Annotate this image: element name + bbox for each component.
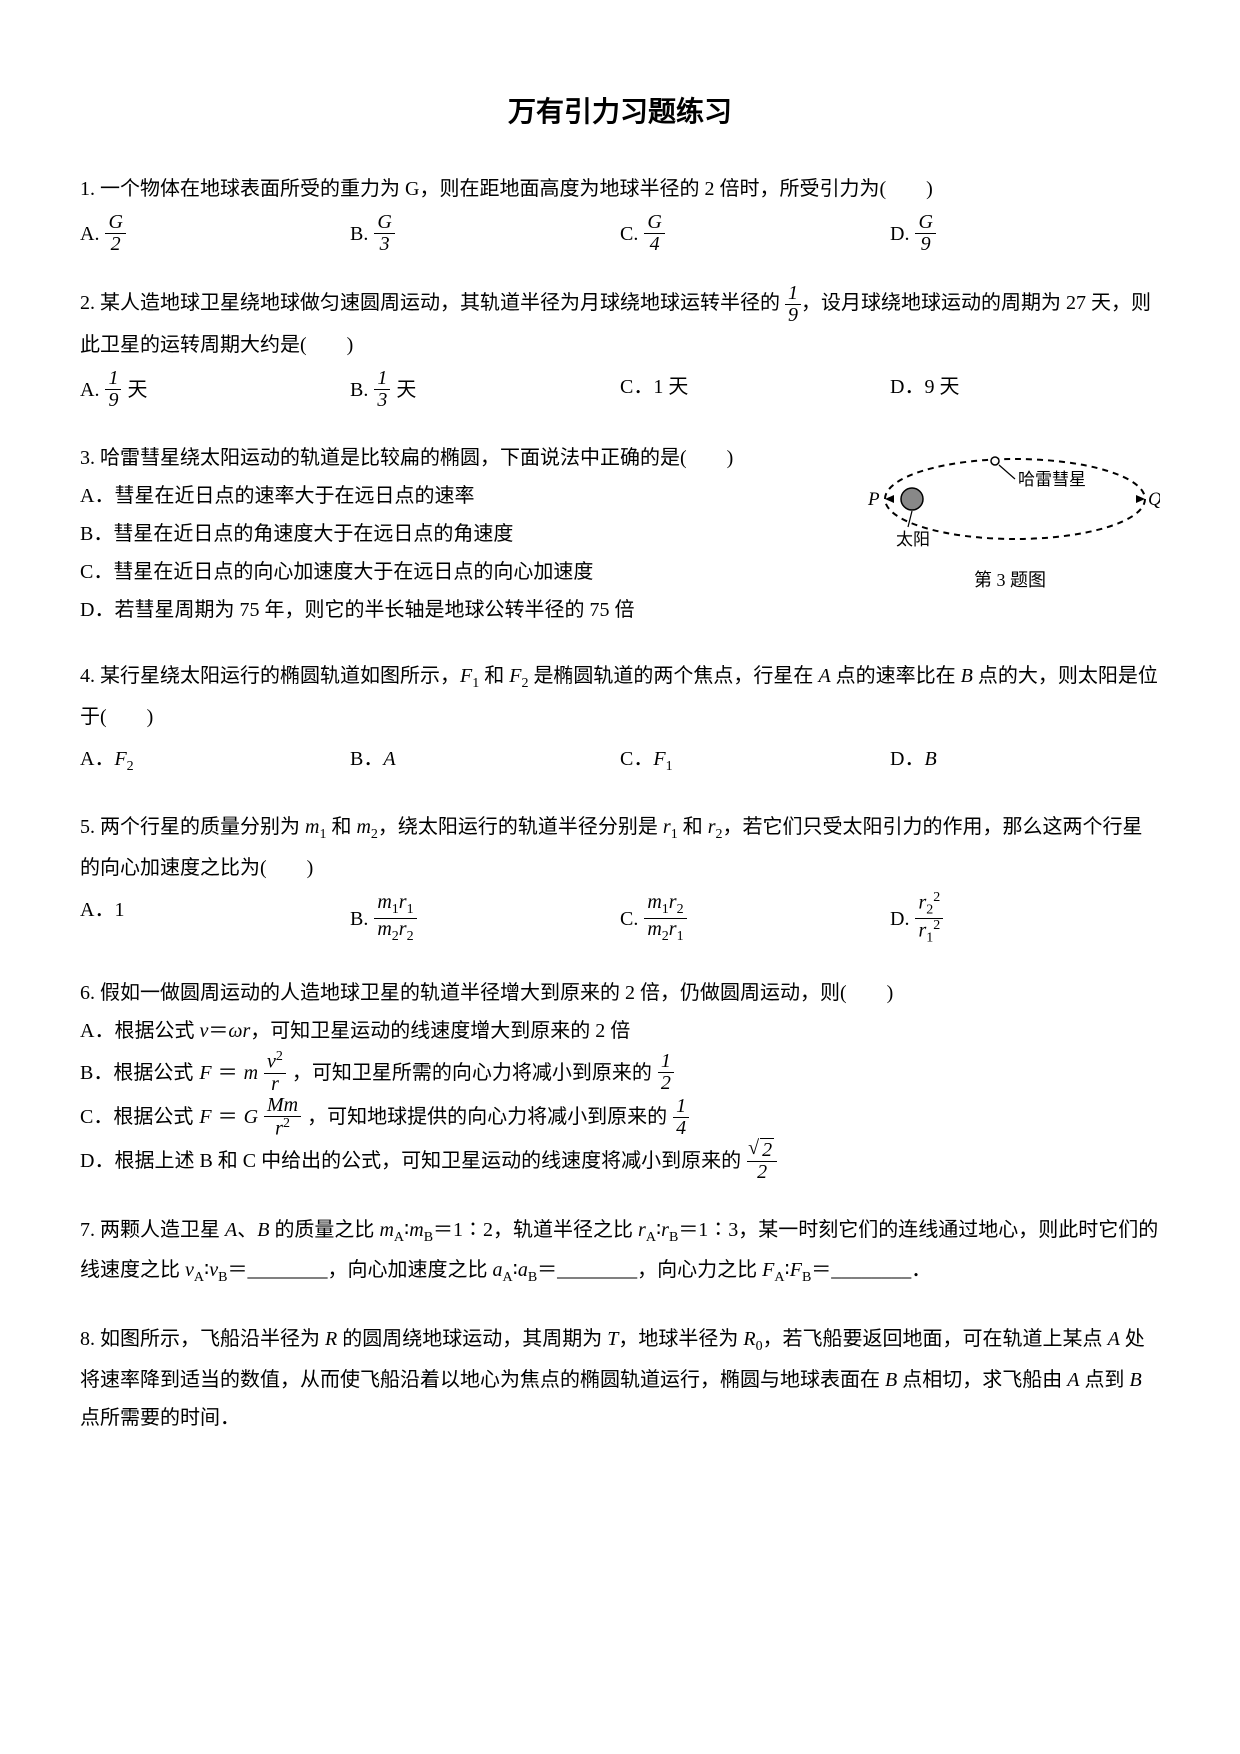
q5-option-c[interactable]: C. m1r2 m2r1 [620, 891, 890, 947]
q4-number: 4. [80, 665, 95, 687]
q1-option-a[interactable]: A.G2 [80, 212, 350, 255]
orbit-svg: 哈雷彗星 太阳 P Q [860, 439, 1160, 559]
question-1: 1. 一个物体在地球表面所受的重力为 G，则在距地面高度为地球半径的 2 倍时，… [80, 170, 1160, 255]
q-label: Q [1148, 489, 1160, 510]
q1-number: 1. [80, 178, 95, 200]
q3-option-b[interactable]: B．彗星在近日点的角速度大于在远日点的角速度 [80, 515, 842, 553]
q7-number: 7. [80, 1219, 95, 1241]
sun-icon [901, 488, 923, 510]
q3-option-d[interactable]: D．若彗星周期为 75 年，则它的半长轴是地球公转半径的 75 倍 [80, 591, 842, 629]
q6-number: 6. [80, 982, 95, 1004]
q5-option-a[interactable]: A．1 [80, 891, 350, 947]
q2-number: 2. [80, 292, 95, 314]
question-4: 4. 某行星绕太阳运行的椭圆轨道如图所示，F1 和 F2 是椭圆轨道的两个焦点，… [80, 657, 1160, 780]
q8-number: 8. [80, 1328, 95, 1350]
q3-option-c[interactable]: C．彗星在近日点的向心加速度大于在远日点的向心加速度 [80, 553, 842, 591]
q6-option-a[interactable]: A．根据公式 v＝ωr，可知卫星运动的线速度增大到原来的 2 倍 [80, 1012, 1160, 1050]
q1-text: 一个物体在地球表面所受的重力为 G，则在距地面高度为地球半径的 2 倍时，所受引… [100, 178, 933, 200]
q4-option-b[interactable]: B．A [350, 740, 620, 781]
q1-option-d[interactable]: D.G9 [890, 212, 1160, 255]
question-8: 8. 如图所示，飞船沿半径为 R 的圆周绕地球运动，其周期为 T，地球半径为 R… [80, 1320, 1160, 1437]
page-title: 万有引力习题练习 [80, 90, 1160, 130]
q5-option-d[interactable]: D. r22 r12 [890, 891, 1160, 947]
q2-option-b[interactable]: B.13 天 [350, 368, 620, 411]
q3-text: 哈雷彗星绕太阳运动的轨道是比较扁的椭圆，下面说法中正确的是( ) [100, 447, 733, 469]
q6-option-c[interactable]: C．根据公式 F＝GMmr2，可知地球提供的向心力将减小到原来的 14 [80, 1095, 1160, 1140]
q3-diagram: 哈雷彗星 太阳 P Q 第 3 题图 [860, 439, 1160, 597]
q4-option-c[interactable]: C．F1 [620, 740, 890, 781]
q2-option-a[interactable]: A.19 天 [80, 368, 350, 411]
comet-label: 哈雷彗星 [1018, 470, 1086, 489]
question-5: 5. 两个行星的质量分别为 m1 和 m2，绕太阳运行的轨道半径分别是 r1 和… [80, 808, 1160, 946]
q2-option-d[interactable]: D．9 天 [890, 368, 1160, 411]
question-2: 2. 某人造地球卫星绕地球做匀速圆周运动，其轨道半径为月球绕地球运转半径的 19… [80, 283, 1160, 411]
q3-number: 3. [80, 447, 95, 469]
q6-option-d[interactable]: D．根据上述 B 和 C 中给出的公式，可知卫星运动的线速度将减小到原来的 22 [80, 1140, 1160, 1183]
q1-option-c[interactable]: C.G4 [620, 212, 890, 255]
sun-label: 太阳 [896, 530, 930, 549]
q3-option-a[interactable]: A．彗星在近日点的速率大于在远日点的速率 [80, 477, 842, 515]
q6-option-b[interactable]: B．根据公式 F＝mv2r，可知卫星所需的向心力将减小到原来的 12 [80, 1050, 1160, 1095]
p-label: P [867, 489, 880, 510]
question-7: 7. 两颗人造卫星 A、B 的质量之比 mA∶mB＝1∶2，轨道半径之比 rA∶… [80, 1211, 1160, 1292]
q2-option-c[interactable]: C．1 天 [620, 368, 890, 411]
q4-option-d[interactable]: D．B [890, 740, 1160, 781]
q5-option-b[interactable]: B. m1r1 m2r2 [350, 891, 620, 947]
q4-option-a[interactable]: A．F2 [80, 740, 350, 781]
q5-number: 5. [80, 816, 95, 838]
comet-icon [991, 457, 999, 465]
question-3: 3. 哈雷彗星绕太阳运动的轨道是比较扁的椭圆，下面说法中正确的是( ) A．彗星… [80, 439, 1160, 629]
q3-caption: 第 3 题图 [974, 563, 1046, 597]
question-6: 6. 假如一做圆周运动的人造地球卫星的轨道半径增大到原来的 2 倍，仍做圆周运动… [80, 974, 1160, 1182]
q1-option-b[interactable]: B.G3 [350, 212, 620, 255]
